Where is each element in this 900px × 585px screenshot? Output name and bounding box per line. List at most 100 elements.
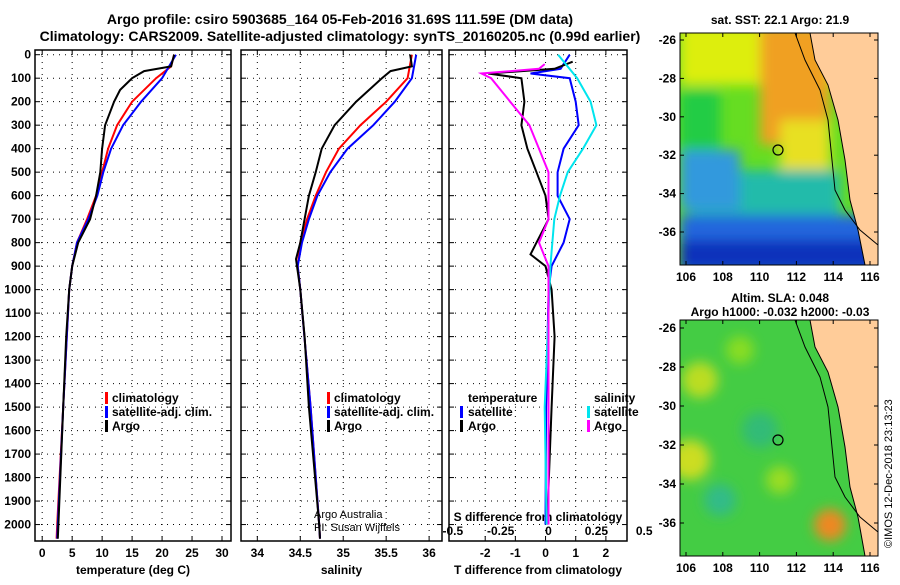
legend-swatch-t-sat — [460, 406, 463, 418]
land-australia — [810, 320, 878, 556]
legend-swatch-clim — [327, 392, 330, 404]
x-tick-label: 0 — [542, 546, 549, 560]
x-tick-label: 15 — [125, 546, 139, 560]
argo-position-marker — [772, 144, 784, 156]
y-tick-label: 1700 — [4, 447, 31, 461]
lat-tick-label: -36 — [659, 225, 677, 239]
y-tick-label: 400 — [11, 142, 31, 156]
series-temperature-satellite — [530, 54, 580, 525]
y-tick-label: 100 — [11, 71, 31, 85]
map1-frame — [679, 32, 879, 266]
lat-tick-label: -36 — [659, 516, 677, 530]
legend-argo: Argo — [112, 419, 140, 433]
plot-frame — [34, 49, 232, 542]
y-tick-label: 1000 — [4, 283, 31, 297]
series-argo — [294, 54, 414, 539]
series-climatology — [55, 54, 176, 539]
lon-tick-label: 112 — [787, 270, 807, 284]
map2-frame — [679, 319, 879, 557]
legend-argo: Argo — [334, 419, 362, 433]
series-satellite-adj-clim- — [296, 54, 418, 539]
lon-tick-label: 114 — [824, 270, 844, 284]
lon-tick-label: 110 — [750, 270, 770, 284]
x-tick-label: 20 — [155, 546, 169, 560]
y-tick-label: 0 — [24, 48, 31, 62]
x-tick-label: 36 — [422, 546, 436, 560]
legend-swatch-clim — [105, 392, 108, 404]
x-tick-label: 5 — [69, 546, 76, 560]
x-tick-label: 1 — [572, 546, 579, 560]
x-axis-label: salinity — [321, 563, 363, 577]
y-tick-label: 1600 — [4, 424, 31, 438]
legend-swatch-sat — [327, 406, 330, 418]
isobath-line — [794, 33, 878, 246]
lat-tick-label: -30 — [659, 399, 677, 413]
lat-tick-label: -28 — [659, 360, 677, 374]
lat-tick-label: -28 — [659, 71, 677, 85]
x-axis-label: T difference from climatology — [454, 563, 622, 577]
x-tick-label: 25 — [185, 546, 199, 560]
x2-tick-label: 0.25 — [585, 524, 609, 538]
y-tick-label: 2000 — [4, 518, 31, 532]
title-line-2: Climatology: CARS2009. Satellite-adjuste… — [40, 28, 641, 44]
plot-frame — [240, 49, 443, 542]
x-tick-label: 2 — [603, 546, 610, 560]
argo-position-marker — [772, 434, 784, 446]
x-tick-label: 34 — [251, 546, 265, 560]
x2-tick-label: 0.5 — [636, 524, 653, 538]
sla-map — [680, 320, 878, 556]
y-tick-label: 1800 — [4, 471, 31, 485]
lon-tick-label: 116 — [860, 561, 880, 575]
series-argo — [56, 54, 176, 539]
x-tick-label: -1 — [510, 546, 521, 560]
x-tick-label: 10 — [95, 546, 109, 560]
lat-tick-label: -32 — [659, 438, 677, 452]
y-tick-label: 600 — [11, 189, 31, 203]
x-tick-label: 30 — [215, 546, 229, 560]
legend-temp-head: temperature — [468, 391, 538, 405]
x-tick-label: 35 — [337, 546, 351, 560]
y-tick-label: 900 — [11, 259, 31, 273]
legend-swatch-argo — [105, 420, 108, 432]
lat-tick-label: -26 — [659, 33, 677, 47]
profile-legend-temperature: climatology satellite-adj. clim. Argo — [105, 391, 212, 433]
series-salinity-argo — [477, 63, 550, 525]
lat-tick-label: -32 — [659, 148, 677, 162]
panel-salinity: 34 34.5 35 35.5 36 salinity — [240, 49, 443, 577]
legend-clim: climatology — [112, 391, 179, 405]
legend-sal-head: salinity — [594, 391, 636, 405]
y-tick-label: 1900 — [4, 494, 31, 508]
x-tick-label: -2 — [480, 546, 491, 560]
lon-tick-label: 116 — [860, 270, 880, 284]
legend-swatch-s-sat — [587, 406, 590, 418]
y-tick-label: 1100 — [5, 306, 31, 320]
credit-text: Argo Australia — [314, 509, 383, 521]
legend-sat: satellite-adj. clim. — [112, 405, 212, 419]
land-australia — [810, 33, 878, 265]
plot-frame — [448, 49, 628, 542]
copyright-text: ©IMOS 12-Dec-2018 23:13:23 — [883, 399, 895, 548]
lon-tick-label: 114 — [824, 561, 844, 575]
x2-tick-label: -0.25 — [487, 524, 515, 538]
lat-tick-label: -34 — [659, 187, 677, 201]
profile-legend-salinity: climatology satellite-adj. clim. Argo — [327, 391, 434, 433]
x-axis-label: temperature (deg C) — [76, 563, 190, 577]
legend-swatch-t-argo — [460, 420, 463, 432]
panel-difference: -2 -1 0 1 2 -0.5 -0.25 0 0.25 0.5 S difference fro… — [442, 49, 653, 577]
map2-title-1: Altim. SLA: 0.048 — [731, 291, 829, 305]
y-tick-label: 200 — [11, 95, 31, 109]
lat-tick-label: -30 — [659, 110, 677, 124]
y-tick-label: 500 — [11, 165, 31, 179]
title-line-1: Argo profile: csiro 5903685_164 05-Feb-2… — [107, 11, 573, 27]
lon-tick-label: 108 — [713, 270, 733, 284]
legend-swatch-sat — [105, 406, 108, 418]
x-tick-label: 35.5 — [374, 546, 398, 560]
x2-axis-label: S difference from climatology — [454, 510, 623, 524]
y-tick-label: 1400 — [4, 377, 31, 391]
map1-title: sat. SST: 22.1 Argo: 21.9 — [711, 13, 850, 27]
sst-map — [680, 33, 878, 265]
legend-swatch-s-argo — [587, 420, 590, 432]
isobath-line — [794, 320, 878, 533]
y-tick-label: 1300 — [4, 353, 31, 367]
